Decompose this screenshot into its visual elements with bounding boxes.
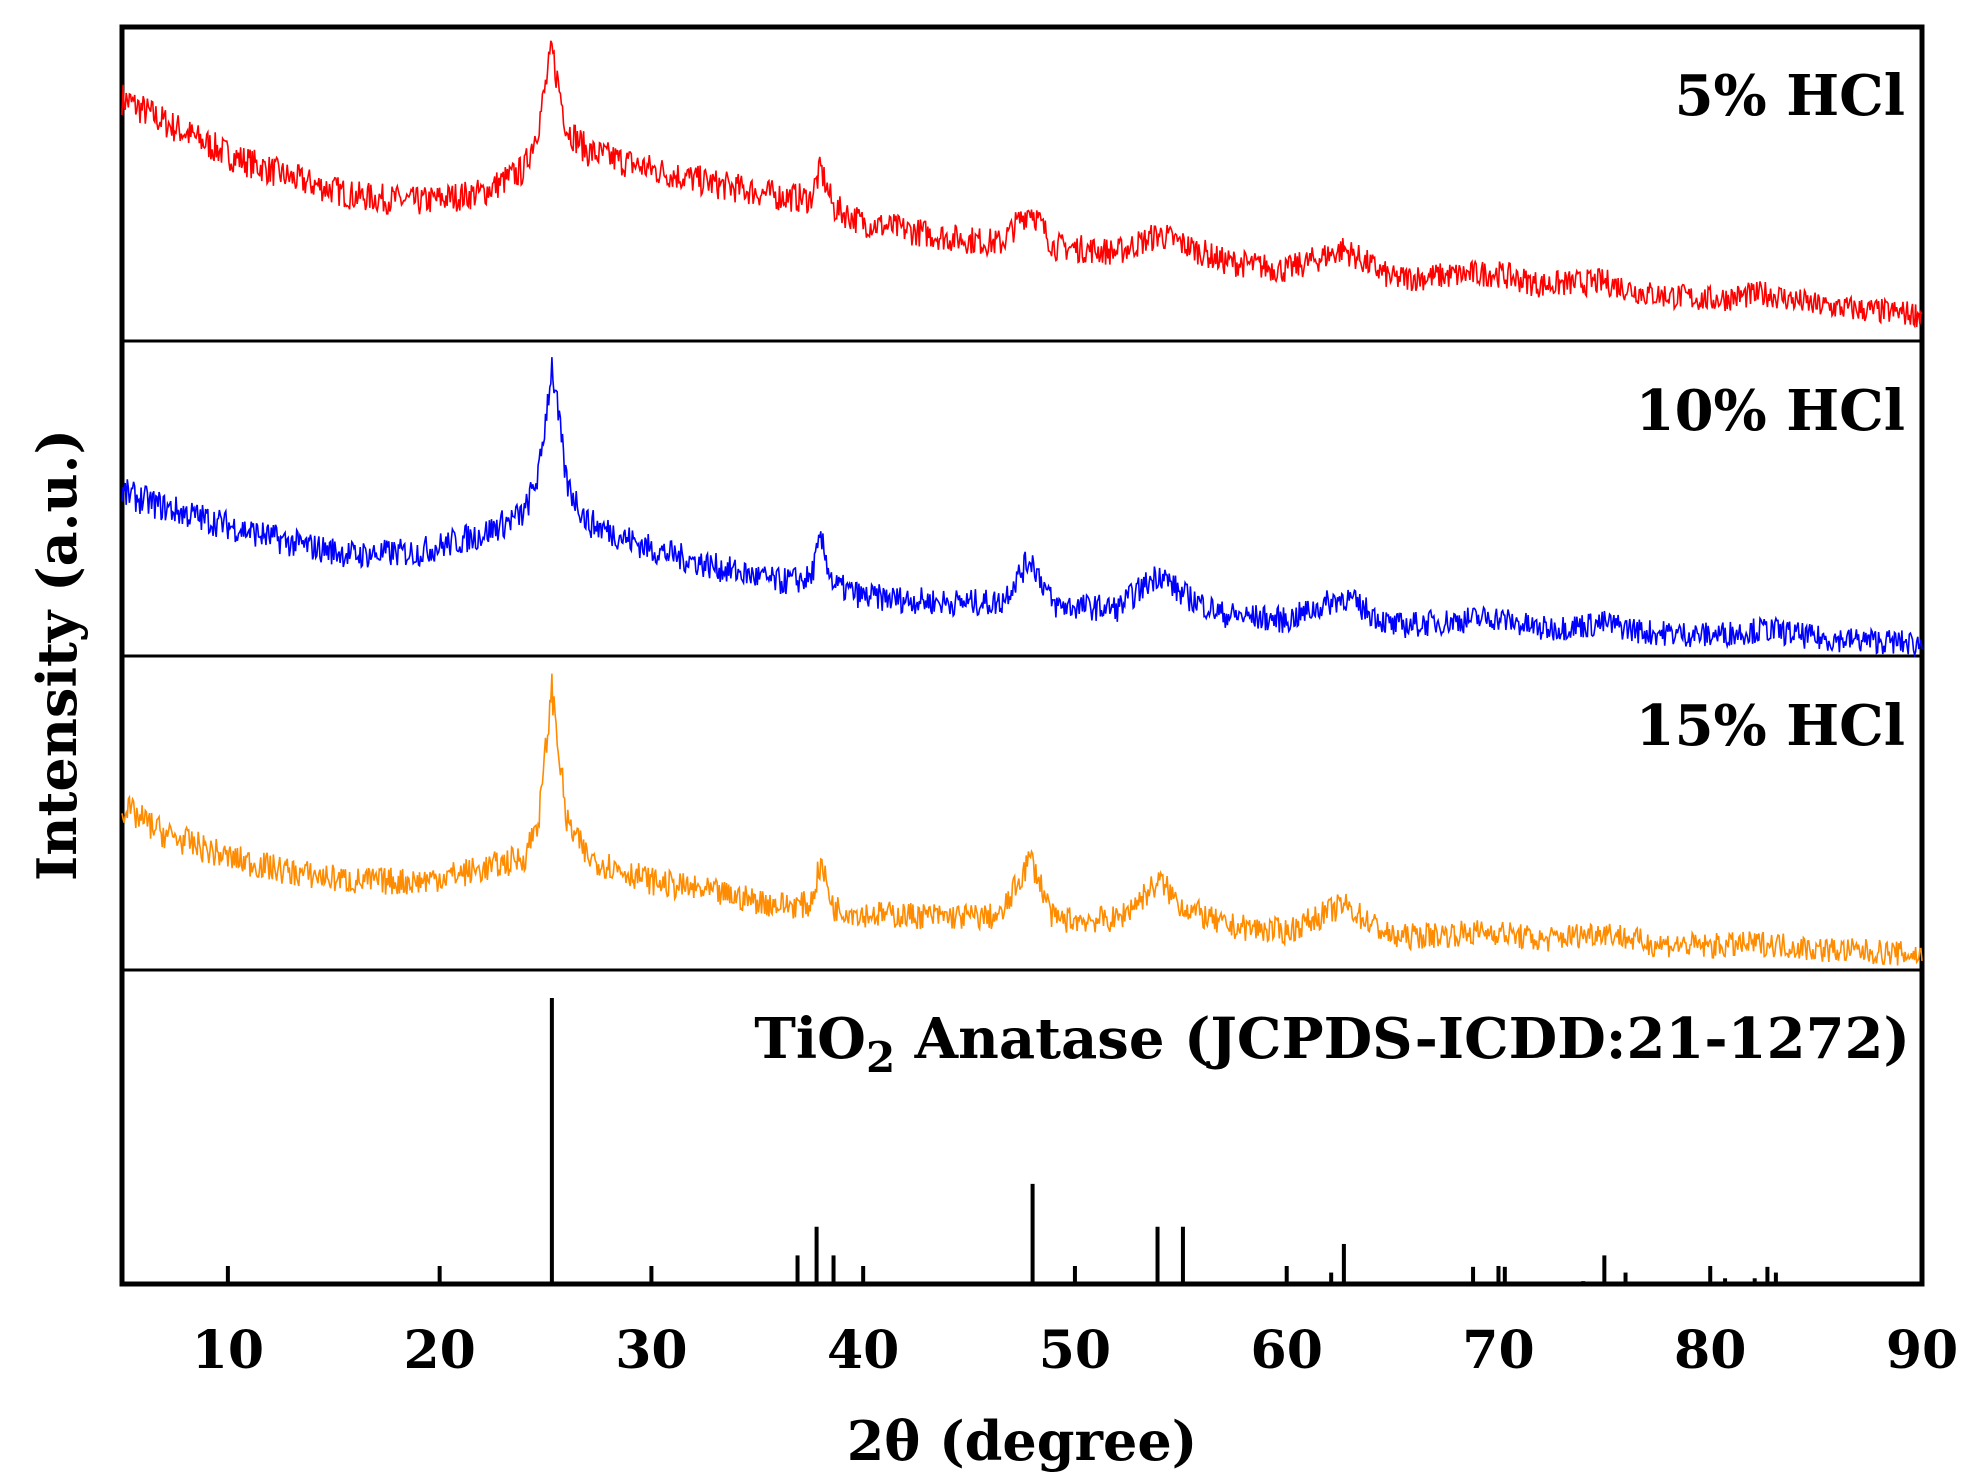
reference-label-rest: Anatase (JCPDS-ICDD:21-1272) (895, 1006, 1910, 1072)
y-axis-label: Intensity (a.u.) (25, 429, 89, 881)
series-label-10pct: 10% HCl (1636, 378, 1905, 444)
series-line-2 (121, 357, 1923, 658)
x-tick-label-80: 80 (1674, 1320, 1746, 1381)
ticks-layer: 10 20 30 40 50 60 70 80 90 (192, 1266, 1958, 1381)
series-label-5pct: 5% HCl (1675, 63, 1905, 129)
x-tick-label-30: 30 (615, 1320, 687, 1381)
x-axis-label: 2θ (degree) (847, 1409, 1198, 1473)
x-tick-label-40: 40 (827, 1320, 899, 1381)
reference-label-main: TiO (754, 1006, 866, 1072)
x-tick-label-90: 90 (1886, 1320, 1958, 1381)
series-layer (121, 40, 1923, 966)
x-tick-label-70: 70 (1462, 1320, 1534, 1381)
x-tick-label-60: 60 (1251, 1320, 1323, 1381)
reference-label-subscript: 2 (866, 1033, 895, 1082)
series-line-3 (121, 673, 1923, 966)
reference-layer (549, 998, 1778, 1284)
x-tick-label-10: 10 (192, 1320, 264, 1381)
series-label-15pct: 15% HCl (1636, 693, 1905, 759)
x-tick-label-20: 20 (403, 1320, 475, 1381)
reference-label: TiO2 Anatase (JCPDS-ICDD:21-1272) (754, 1006, 1910, 1082)
x-tick-label-50: 50 (1039, 1320, 1111, 1381)
series-line-1 (121, 40, 1923, 329)
